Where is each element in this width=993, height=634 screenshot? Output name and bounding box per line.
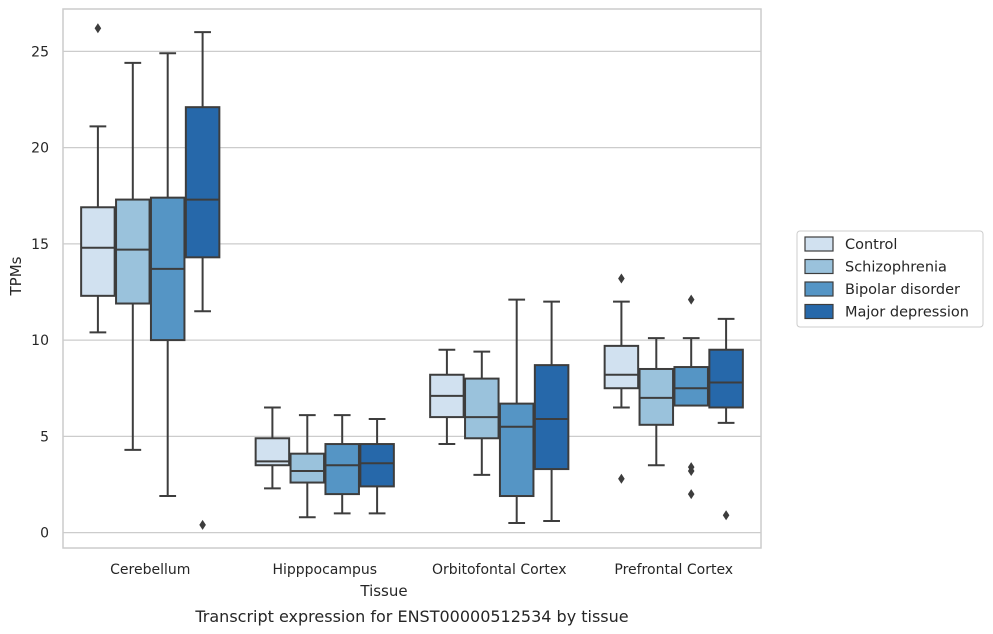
plot-frame — [62, 8, 762, 549]
outlier-point — [722, 510, 730, 521]
box-orbitofontal-cortex-major-depression — [533, 300, 570, 523]
x-tick-label-prefrontal-cortex: Prefrontal Cortex — [614, 562, 733, 578]
y-tick-label-20: 20 — [31, 141, 49, 157]
box-iqr — [464, 377, 500, 440]
box-cerebellum-major-depression — [184, 31, 221, 530]
x-tick-label-cerebellum: Cerebellum — [110, 562, 190, 578]
boxes — [80, 23, 744, 530]
x-tick-label-hipppocampus: Hipppocampus — [272, 562, 377, 578]
y-axis-title: TPMs — [7, 256, 25, 296]
box-hipppocampus-major-depression — [359, 418, 395, 515]
box-iqr — [673, 366, 709, 407]
box-cerebellum-control — [80, 23, 116, 334]
y-tick-label-0: 0 — [40, 526, 49, 542]
box-prefrontal-cortex-bipolar-disorder — [673, 294, 709, 500]
outlier-point — [199, 519, 206, 530]
y-tick-label-25: 25 — [31, 44, 49, 60]
box-hipppocampus-control — [254, 406, 291, 490]
y-tick-label-5: 5 — [40, 429, 49, 445]
y-tick-labels: 0 5 10 15 20 25 — [31, 44, 49, 541]
box-cerebellum-schizophrenia — [115, 61, 151, 451]
box-orbitofontal-cortex-control — [429, 348, 465, 446]
box-prefrontal-cortex-schizophrenia — [638, 337, 675, 467]
y-tick-label-10: 10 — [31, 333, 49, 349]
box-iqr — [708, 348, 744, 409]
outlier-point — [687, 466, 695, 476]
outlier-point — [687, 294, 695, 305]
legend-swatch-major-depression — [804, 303, 834, 320]
box-prefrontal-cortex-control — [603, 273, 640, 484]
box-orbitofontal-cortex-bipolar-disorder — [498, 298, 535, 524]
outlier-point — [94, 23, 102, 34]
box-cerebellum-bipolar-disorder — [149, 52, 186, 498]
legend-frame — [796, 230, 984, 328]
box-iqr — [115, 198, 151, 305]
x-axis-title: Tissue — [359, 582, 407, 600]
box-iqr — [359, 443, 395, 488]
legend-label-schizophrenia: Schizophrenia — [845, 260, 947, 276]
legend-label-control: Control — [845, 237, 897, 253]
box-prefrontal-cortex-major-depression — [708, 317, 744, 521]
legend-label-major-depression: Major depression — [845, 305, 969, 321]
legend: Control Schizophrenia Bipolar disorder Majo… — [796, 230, 984, 328]
box-iqr — [533, 364, 570, 471]
box-iqr — [498, 402, 535, 498]
box-hipppocampus-bipolar-disorder — [324, 414, 360, 515]
legend-swatch-bipolar-disorder — [804, 281, 834, 297]
chart-caption: Transcript expression for ENST0000051253… — [194, 607, 628, 626]
box-iqr — [184, 106, 221, 259]
outlier-point — [687, 489, 695, 500]
legend-label-bipolar-disorder: Bipolar disorder — [845, 282, 960, 298]
box-iqr — [324, 443, 360, 496]
y-tick-label-15: 15 — [31, 237, 49, 253]
legend-swatch-schizophrenia — [804, 258, 834, 275]
box-iqr — [289, 452, 326, 484]
box-iqr — [80, 206, 116, 297]
x-tick-labels: Cerebellum Hipppocampus Orbitofontal Corte… — [110, 562, 733, 578]
legend-swatch-control — [804, 236, 834, 252]
x-tick-label-orbitofontal-cortex: Orbitofontal Cortex — [432, 562, 567, 578]
outlier-point — [618, 473, 625, 484]
box-orbitofontal-cortex-schizophrenia — [464, 350, 500, 476]
box-iqr — [603, 344, 640, 390]
box-hipppocampus-schizophrenia — [289, 414, 326, 519]
outlier-point — [618, 273, 625, 284]
